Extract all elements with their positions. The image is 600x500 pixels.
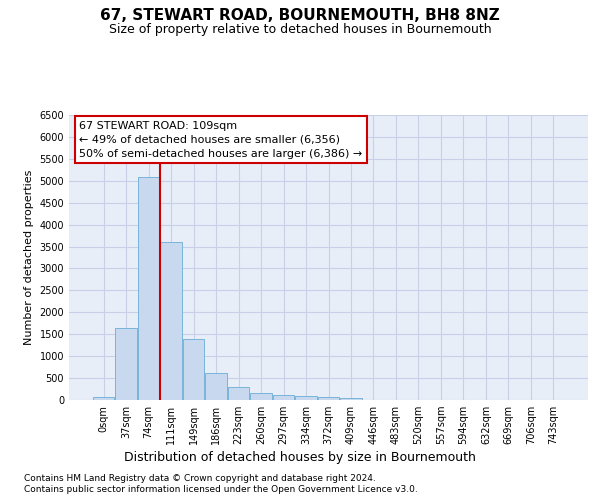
Text: Contains HM Land Registry data © Crown copyright and database right 2024.: Contains HM Land Registry data © Crown c…	[24, 474, 376, 483]
Bar	[272, 394, 295, 400]
Bar	[250, 393, 272, 400]
Text: 67, STEWART ROAD, BOURNEMOUTH, BH8 8NZ: 67, STEWART ROAD, BOURNEMOUTH, BH8 8NZ	[100, 8, 500, 22]
Bar	[317, 397, 340, 400]
Text: 67 STEWART ROAD: 109sqm
← 49% of detached houses are smaller (6,356)
50% of semi: 67 STEWART ROAD: 109sqm ← 49% of detache…	[79, 120, 362, 158]
Bar	[92, 396, 115, 400]
Bar	[227, 388, 250, 400]
Text: Size of property relative to detached houses in Bournemouth: Size of property relative to detached ho…	[109, 22, 491, 36]
Text: Distribution of detached houses by size in Bournemouth: Distribution of detached houses by size …	[124, 451, 476, 464]
Bar	[137, 178, 160, 400]
Y-axis label: Number of detached properties: Number of detached properties	[24, 170, 34, 345]
Bar	[295, 396, 317, 400]
Bar	[160, 242, 182, 400]
Bar	[182, 338, 205, 400]
Bar	[115, 328, 137, 400]
Text: Contains public sector information licensed under the Open Government Licence v3: Contains public sector information licen…	[24, 486, 418, 494]
Bar	[340, 398, 362, 400]
Bar	[205, 373, 227, 400]
